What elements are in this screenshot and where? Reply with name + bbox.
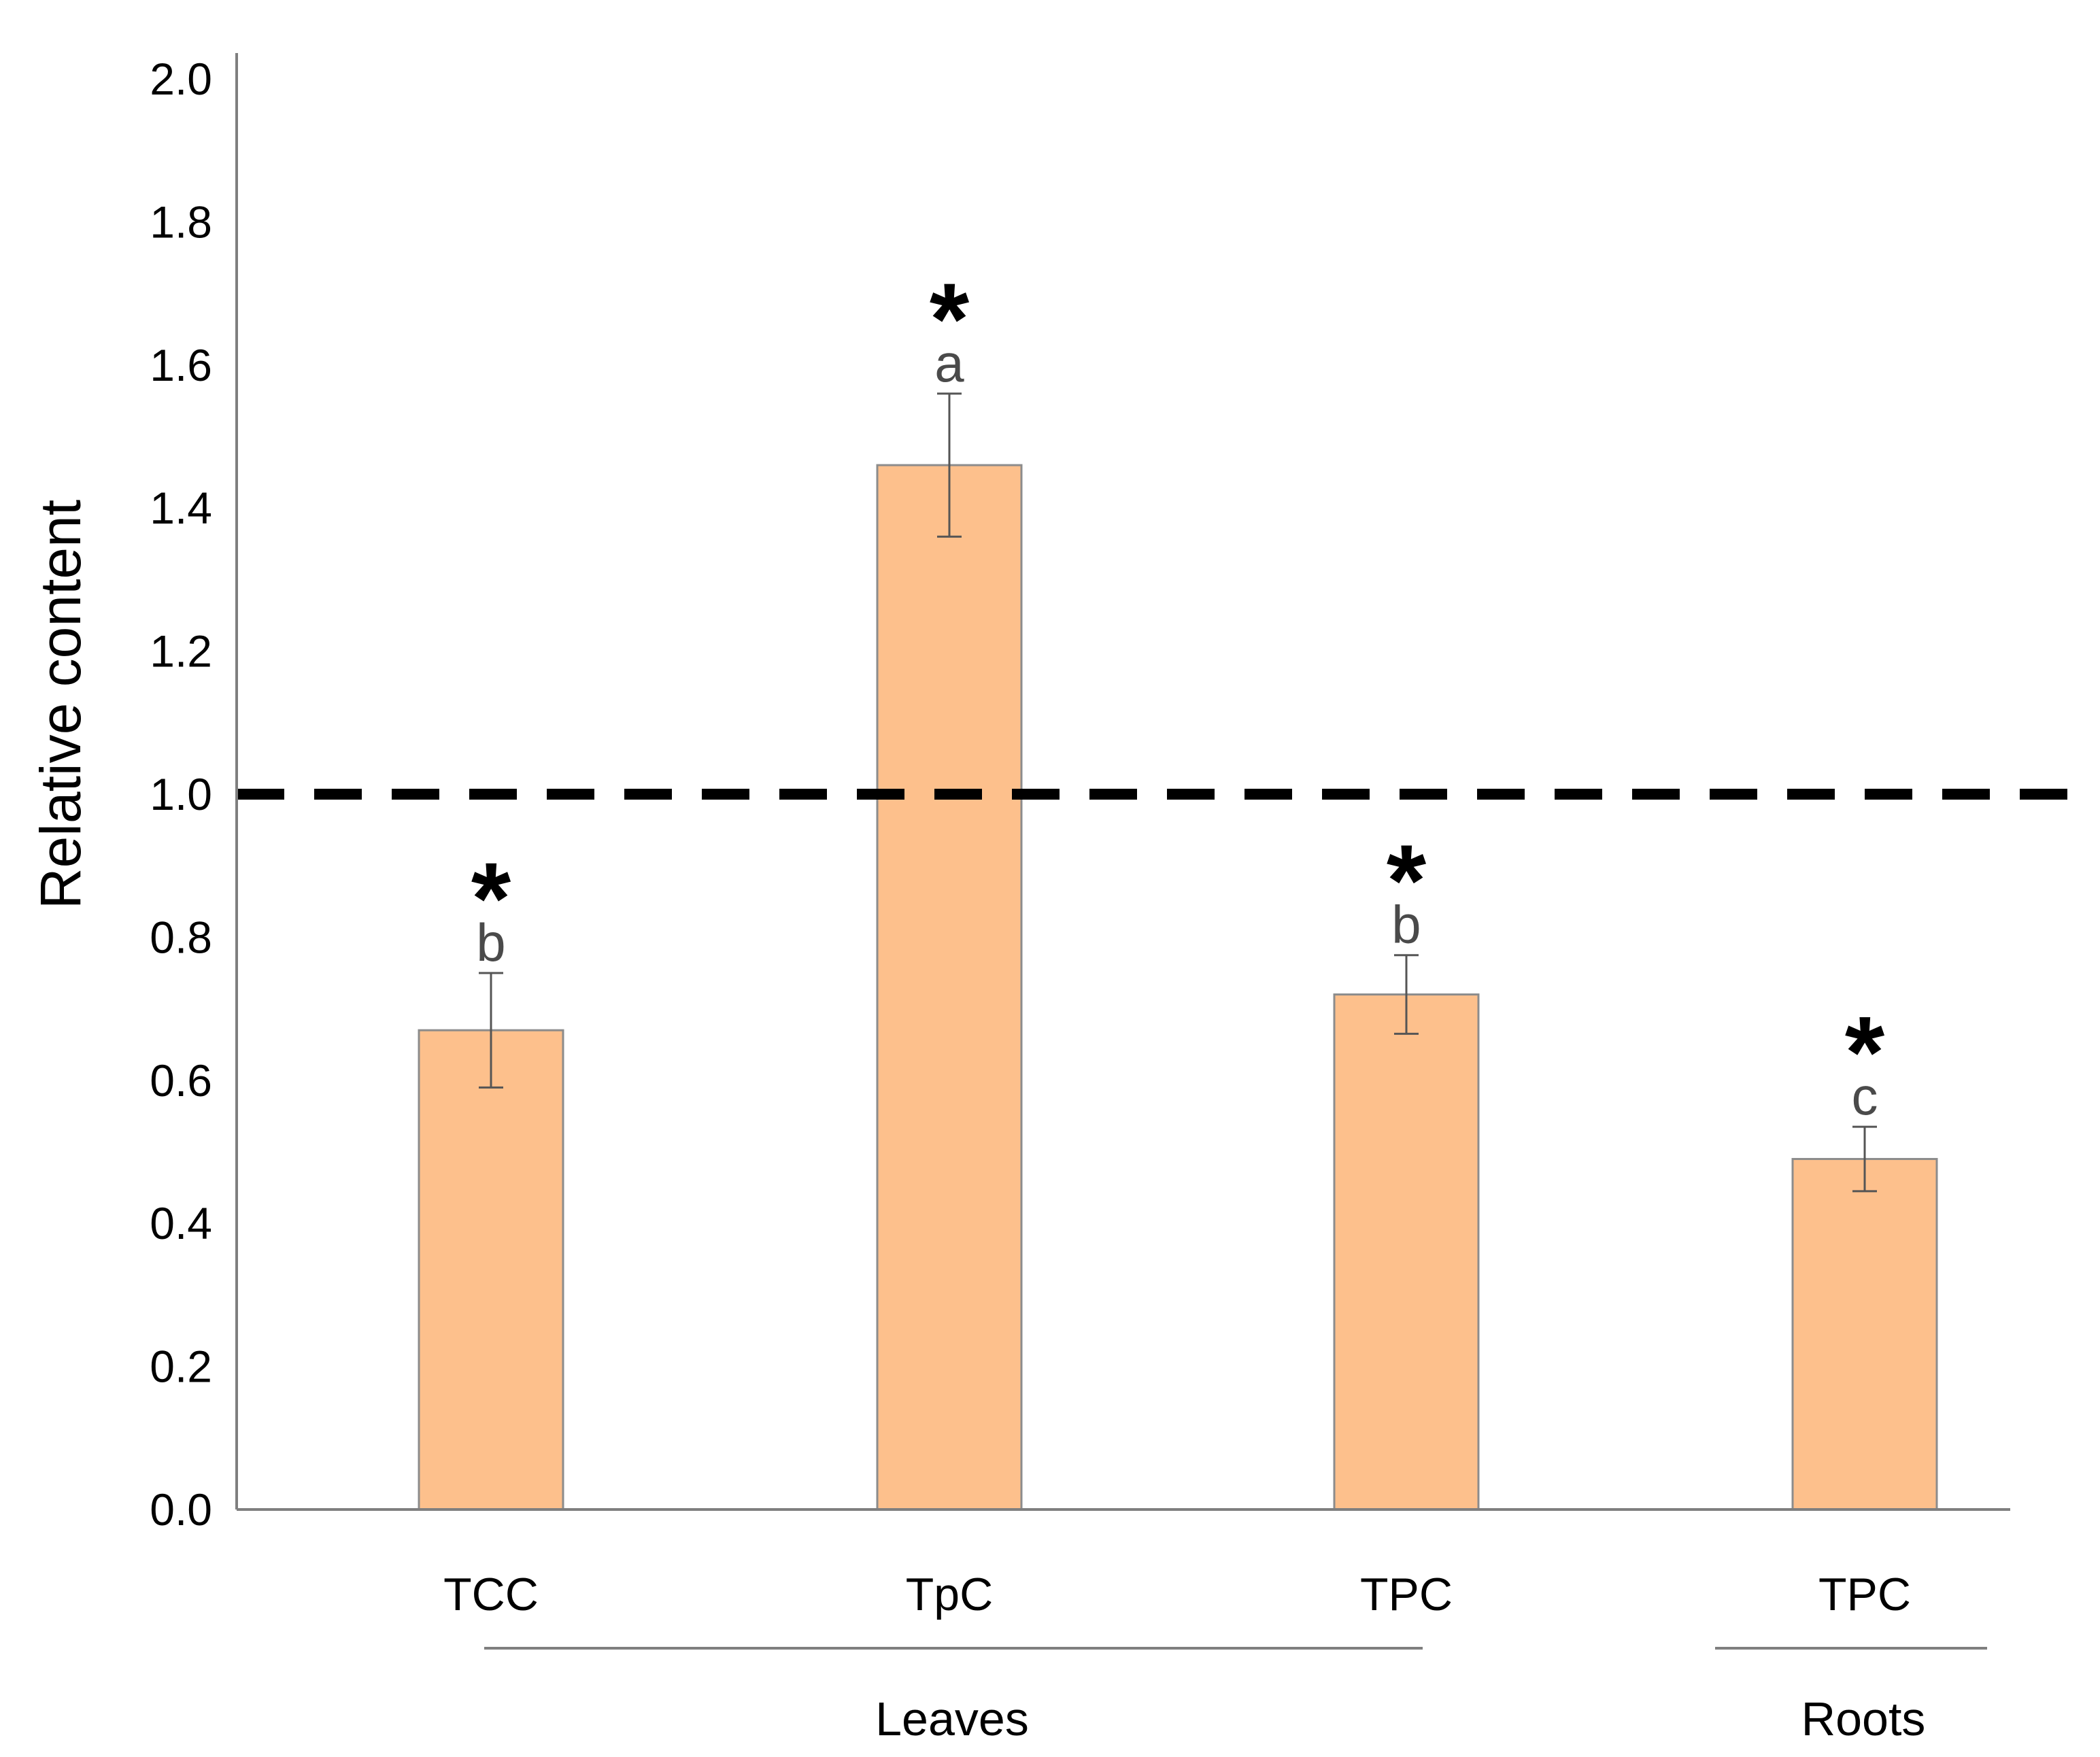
y-tick-label: 1.8 [150,197,212,247]
y-tick-label: 1.4 [150,483,212,533]
x-tick-label: TPC [1360,1569,1453,1620]
y-tick-label: 1.0 [150,769,212,819]
significance-star: * [930,262,970,376]
group-brackets: Leaves Roots [484,1647,1987,1745]
y-tick-label: 0.4 [150,1198,212,1248]
error-bar-2 [1394,954,1419,1035]
group-label: Leaves [875,1692,1029,1745]
error-bar-3 [1852,1125,1877,1193]
x-tick-label: TpC [906,1569,993,1620]
x-tick-label: TCC [443,1569,539,1620]
category-labels: TCC TpC TPC TPC [443,1569,1911,1620]
y-tick-label: 0.0 [150,1484,212,1535]
bar-tpc-3 [1791,1158,1938,1511]
error-bars [479,392,1877,1193]
significance-letter: a [934,333,964,393]
y-tick-label: 0.2 [150,1342,212,1392]
bars [418,464,1938,1511]
x-tick-label: TPC [1818,1569,1911,1620]
y-axis-title: Relative content [29,500,92,909]
y-tick-label: 1.6 [150,340,212,390]
significance-letter: b [1391,895,1421,955]
y-tick-label: 0.6 [150,1055,212,1106]
bar-tpc-2 [1333,993,1480,1511]
y-tick-label: 2.0 [150,54,212,104]
significance-annotations: b*a*b*c* [471,262,1885,1126]
y-tick-label: 1.2 [150,626,212,677]
group-leaves: Leaves [484,1647,1423,1745]
significance-star: * [1845,995,1885,1109]
bar-tpc-1 [876,464,1023,1511]
y-tick-label: 0.8 [150,912,212,962]
error-bar-1 [937,392,962,538]
group-label: Roots [1801,1692,1926,1745]
significance-letter: b [476,912,505,972]
group-roots: Roots [1715,1647,1987,1745]
significance-star: * [1387,823,1427,938]
significance-star: * [471,841,511,955]
bar-tcc-0 [418,1029,564,1511]
significance-letter: c [1852,1066,1878,1126]
error-bar-0 [479,972,503,1089]
y-axis-ticks: 0.0 0.2 0.4 0.6 0.8 1.0 1.2 1.4 1.6 1.8 2.0 [150,54,212,1535]
